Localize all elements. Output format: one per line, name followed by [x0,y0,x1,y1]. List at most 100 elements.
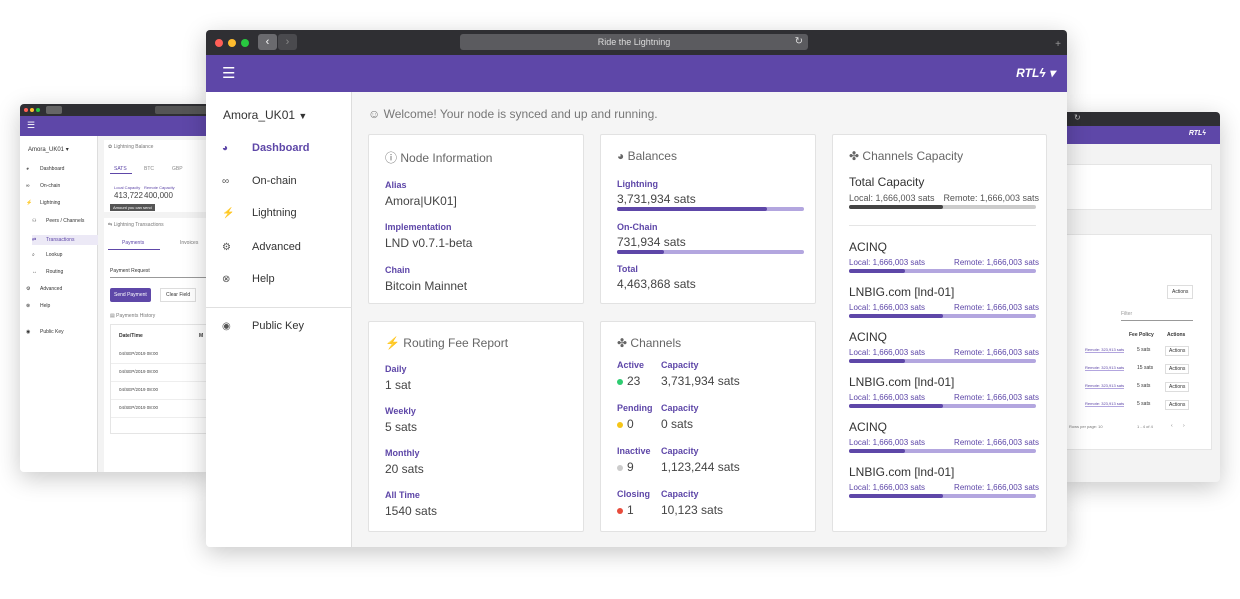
title-bar: ↻ [1060,112,1220,126]
nav-icon: ◉ [26,329,31,335]
row-actions-button[interactable]: Actions [1165,400,1190,410]
minimize-dot[interactable] [30,108,34,112]
actions-button[interactable]: Actions [1167,285,1194,299]
row-actions-button[interactable]: Actions [1165,364,1190,374]
remote-capacity-label: Remote Capacity [144,185,175,190]
fee-report-card: ⚡ Routing Fee Report Daily 1 sat Weekly 5 s… [368,321,584,532]
tab-sats[interactable]: SATS [114,166,127,172]
bolt-icon: ✿ [108,144,113,150]
fee-report-title: ⚡ Routing Fee Report [385,336,509,350]
next-page-icon[interactable]: › [1183,423,1185,429]
background-window-left: ☰ Amora_UK01 ▾ ◕ Dashboard ∞ On-chain ⚡ Light… [20,104,210,472]
sidebar-item-advanced[interactable]: ⚙ Advanced [26,286,62,292]
channel-capacity-value: 3,731,934 sats [661,374,740,388]
onchain-label: On-Chain [617,222,658,232]
channel-count: 23 [617,374,640,388]
peer-name: LNBIG.com [lnd-01] [849,375,955,389]
balance-title: ✿ Lightning Balance [108,144,154,150]
tab-invoices[interactable]: Invoices [180,240,199,246]
sidebar-item-dashboard[interactable]: ◕ Dashboard [26,166,64,172]
sidebar-item-label: Help [252,273,275,285]
peer-remote: Remote: 1,666,003 sats [954,483,1039,492]
reload-icon[interactable]: ↻ [794,36,803,47]
sidebar-item-label: Lightning [40,200,61,206]
send-payment-button[interactable]: Send Payment [110,288,151,302]
table-row[interactable]: 04/SEP/2019 08:00 [119,405,159,410]
channel-count: 9 [617,460,634,474]
impl-value: LND v0.7.1-beta [385,236,473,250]
local-capacity-label: Local Capacity [114,185,141,190]
new-tab-icon[interactable]: + [1055,39,1061,50]
sidebar-item-lightning[interactable]: ⚡ Lightning [222,207,297,219]
reload-icon[interactable]: ↻ [1074,113,1081,122]
sidebar-item-transactions[interactable]: ⇄ Transactions [32,235,98,245]
sidebar-item-help[interactable]: ⊗ Help [26,303,50,309]
node-selector[interactable]: Amora_UK01 ▼ [223,108,308,122]
sidebar-item-public-key[interactable]: ◉ Public Key [26,329,64,335]
brand-menu[interactable]: RTLϟ ▾ [1016,66,1055,80]
back-button[interactable] [46,106,62,114]
channel-count-value: 0 [627,417,634,431]
sidebar-item-label: Dashboard [40,166,65,172]
page-range: 1 - 4 of 4 [1137,424,1153,429]
sidebar-item-peers-channels[interactable]: ⚇ Peers / Channels [32,218,84,224]
tooltip: Amount you can send [110,204,155,211]
sidebar-item-label: Peers / Channels [46,218,85,224]
close-dot[interactable] [24,108,28,112]
brand-logo[interactable]: RTLϟ [1188,130,1206,137]
alias-value: Amora|UK01] [385,194,457,208]
sidebar-item-routing[interactable]: ↔ Routing [32,269,63,275]
url-bar[interactable]: Ride the Lightning ↻ [460,34,808,50]
maximize-dot[interactable] [36,108,40,112]
table-row[interactable]: 04/SEP/2019 08:00 [119,387,159,392]
rows-per-page[interactable]: Rows per page: 10 [1069,424,1103,429]
back-button[interactable]: ‹ [258,34,277,50]
sidebar-item-label: Advanced [252,241,301,253]
total-capacity-bar [849,205,1036,209]
filter-input[interactable]: Filter [1121,308,1193,321]
onchain-value: 731,934 sats [617,235,686,249]
prev-page-icon[interactable]: ‹ [1171,423,1173,429]
channel-capacity-value: 0 sats [661,417,694,431]
url-bar[interactable] [155,106,210,114]
impl-label: Implementation [385,222,452,232]
sidebar-item-advanced[interactable]: ⚙ Advanced [222,241,301,253]
close-dot[interactable] [215,39,223,47]
menu-icon[interactable]: ☰ [27,120,36,130]
row-actions-button[interactable]: Actions [1165,346,1190,356]
sidebar-item-help[interactable]: ⊗ Help [222,273,275,285]
sidebar-item-dashboard[interactable]: ◕ Dashboard [222,142,309,154]
node-selector[interactable]: Amora_UK01 ▾ [28,147,69,153]
menu-icon[interactable]: ☰ [222,65,236,82]
payment-request-input[interactable]: Payment Request [110,268,210,278]
help-icon: ⊗ [222,274,231,285]
channel-count: 0 [617,417,634,431]
title-bar: ‹ › Ride the Lightning ↻ + [206,30,1067,55]
minimize-dot[interactable] [228,39,236,47]
sidebar-item-lightning[interactable]: ⚡ Lightning [26,200,60,206]
node-info-title: ⓘ Node Information [385,151,493,165]
page-title: Ride the Lightning [597,37,671,47]
status-dot-icon [617,464,623,471]
table-row[interactable]: 04/SEP/2019 08:00 [119,351,159,356]
maximize-dot[interactable] [241,39,249,47]
sidebar-item-public-key[interactable]: ◉ Public Key [222,320,304,332]
tab-btc[interactable]: BTC [144,166,154,172]
tab-gbp[interactable]: GBP [172,166,183,172]
sidebar-item-on-chain[interactable]: ∞ On-chain [222,175,297,187]
fee-label: Monthly [385,448,420,458]
channel-count-value: 1 [627,503,634,517]
title-bar [20,104,210,116]
table-row[interactable]: 04/SEP/2019 08:00 [119,369,159,374]
tab-underline [108,249,160,250]
clear-field-button[interactable]: Clear Field [160,288,197,302]
sidebar-item-on-chain[interactable]: ∞ On-chain [26,183,60,189]
fee-value: 1540 sats [385,504,438,518]
balances-card: ◕ Balances Lightning 3,731,934 sats On-C… [600,134,816,304]
row-actions-button[interactable]: Actions [1165,382,1190,392]
balances-title: ◕ Balances [617,149,677,163]
header-card [1060,164,1212,210]
forward-button[interactable]: › [278,34,297,50]
sidebar-item-lookup[interactable]: ⌕ Lookup [32,252,62,258]
tab-payments[interactable]: Payments [122,240,145,246]
